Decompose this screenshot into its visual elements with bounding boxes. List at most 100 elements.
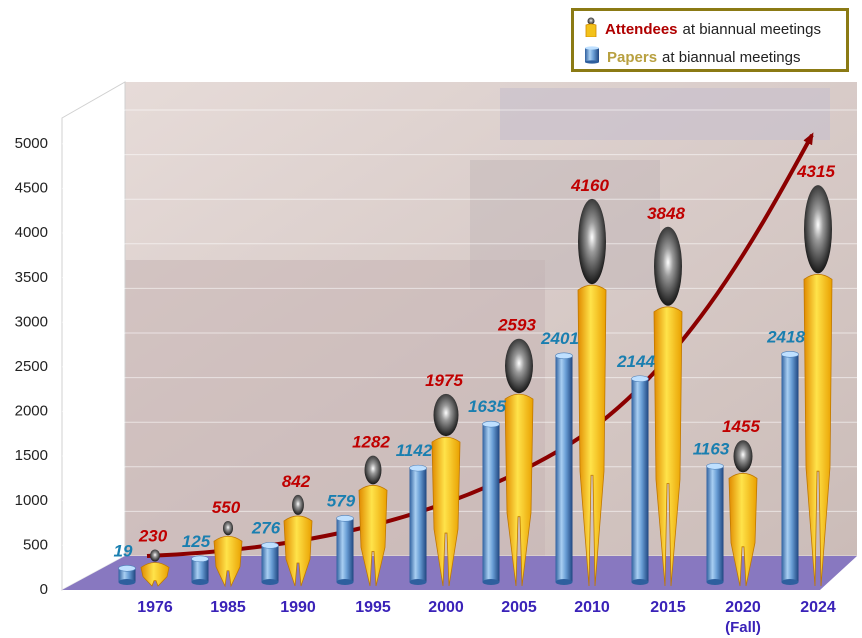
papers-value-label: 2144: [616, 352, 655, 371]
paper-bar-top: [555, 352, 573, 360]
gridline: [61, 466, 857, 502]
paper-bar-body: [706, 466, 724, 582]
attendee-figure: [431, 393, 461, 587]
paper-bar: [706, 462, 724, 585]
cylinder-icon: [584, 46, 600, 68]
x-tick-label: 1976: [137, 599, 173, 616]
chart-marks: [118, 185, 833, 588]
attendees-value-label: 230: [138, 526, 168, 545]
attendee-body: [653, 306, 683, 587]
legend-attendees-name: Attendees: [605, 20, 678, 38]
attendees-value-label: 550: [212, 498, 241, 517]
paper-bar-body: [781, 354, 799, 582]
legend: Attendees at biannual meetings Papers at…: [571, 8, 849, 72]
attendee-figure: [803, 185, 833, 587]
paper-bar-top: [409, 464, 427, 472]
x-tick-label: 2010: [574, 599, 610, 616]
paper-bar-body: [409, 468, 427, 582]
paper-bar: [781, 351, 799, 585]
paper-bar-top: [631, 375, 649, 383]
paper-bar-top: [482, 420, 500, 428]
paper-bar: [118, 565, 136, 585]
y-tick-label: 5000: [15, 135, 48, 152]
attendees-value-label: 1282: [352, 433, 390, 452]
paper-bar-bottom: [336, 579, 354, 585]
paper-bar-bottom: [781, 579, 799, 585]
paper-bar: [261, 542, 279, 585]
x-axis: 1976 1985 1990 1995 2000 2005 2010 2015 2020 (Fal…: [137, 599, 836, 636]
y-tick-label: 0: [40, 581, 48, 598]
person-icon: [584, 17, 598, 41]
y-tick-label: 3500: [15, 269, 48, 286]
paper-bar: [191, 555, 209, 585]
paper-bar-top: [191, 555, 209, 563]
paper-bar-bottom: [706, 579, 724, 585]
papers-value-label: 276: [251, 518, 281, 537]
attendee-body: [358, 484, 388, 587]
paper-bar-body: [118, 568, 136, 582]
attendee-figure: [504, 338, 534, 587]
data-labels: 19 125 276 579 1142 1635 2401 2144 1163 2418 230 55…: [114, 162, 836, 560]
attendees-value-label: 1455: [722, 417, 760, 436]
gridline: [61, 421, 857, 457]
x-tick-label: 2015: [650, 599, 686, 616]
attendees-value-label: 2593: [497, 316, 536, 335]
paper-bar-body: [336, 518, 354, 582]
attendee-figure: [358, 455, 388, 587]
y-tick-label: 1000: [15, 492, 48, 509]
y-tick-label: 500: [23, 536, 48, 553]
chart-floor: [62, 556, 857, 590]
x-tick-label: 2024: [800, 599, 836, 616]
attendee-body: [504, 393, 534, 587]
attendee-figure: [728, 440, 758, 587]
attendee-figure: [140, 549, 170, 587]
attendee-body: [577, 284, 607, 587]
x-tick-label: 2005: [501, 599, 537, 616]
gridline: [61, 243, 857, 279]
paper-bar-bottom: [482, 579, 500, 585]
y-tick-label: 2000: [15, 403, 48, 420]
attendee-body: [213, 535, 243, 588]
paper-bar-bottom: [409, 579, 427, 585]
paper-bar-body: [482, 424, 500, 582]
paper-bar: [409, 464, 427, 585]
attendee-head: [364, 455, 382, 485]
gridline: [61, 332, 857, 368]
gridline: [61, 377, 857, 413]
y-axis: 0 500 1000 1500 2000 2500 3000 3500 4000 4500 5000: [15, 135, 48, 598]
papers-value-label: 125: [182, 532, 211, 551]
x-tick-label: 1985: [210, 599, 246, 616]
gridline: [61, 198, 857, 234]
attendee-head: [733, 440, 753, 473]
attendee-head: [223, 520, 233, 536]
paper-bar-bottom: [555, 579, 573, 585]
paper-bar-top: [261, 542, 279, 549]
attendee-head: [292, 494, 304, 515]
papers-value-label: 2418: [766, 327, 805, 346]
papers-value-label: 2401: [540, 329, 579, 348]
y-tick-label: 1500: [15, 447, 48, 464]
attendee-head: [804, 185, 832, 274]
paper-bar: [555, 352, 573, 585]
paper-bar-top: [781, 351, 799, 358]
papers-value-label: 1635: [468, 397, 506, 416]
legend-item-attendees: Attendees at biannual meetings: [584, 17, 821, 41]
legend-papers-suffix: at biannual meetings: [662, 48, 801, 66]
papers-value-label: 1142: [396, 441, 433, 460]
gridline: [61, 287, 857, 323]
paper-bar-body: [555, 355, 573, 582]
paper-bar-top: [118, 565, 136, 572]
attendees-value-label: 842: [282, 472, 311, 491]
attendee-head: [505, 338, 533, 394]
paper-bar-bottom: [631, 579, 649, 585]
paper-bar-body: [261, 545, 279, 582]
paper-bar-bottom: [261, 579, 279, 585]
paper-bar-body: [631, 378, 649, 582]
x-tick-label: 1995: [355, 599, 391, 616]
x-tick-sublabel: (Fall): [725, 619, 761, 636]
attendee-head: [150, 549, 160, 562]
y-tick-label: 2500: [15, 358, 48, 375]
paper-bar: [631, 375, 649, 585]
attendees-value-label: 3848: [647, 204, 685, 223]
attendee-figure: [283, 494, 313, 587]
